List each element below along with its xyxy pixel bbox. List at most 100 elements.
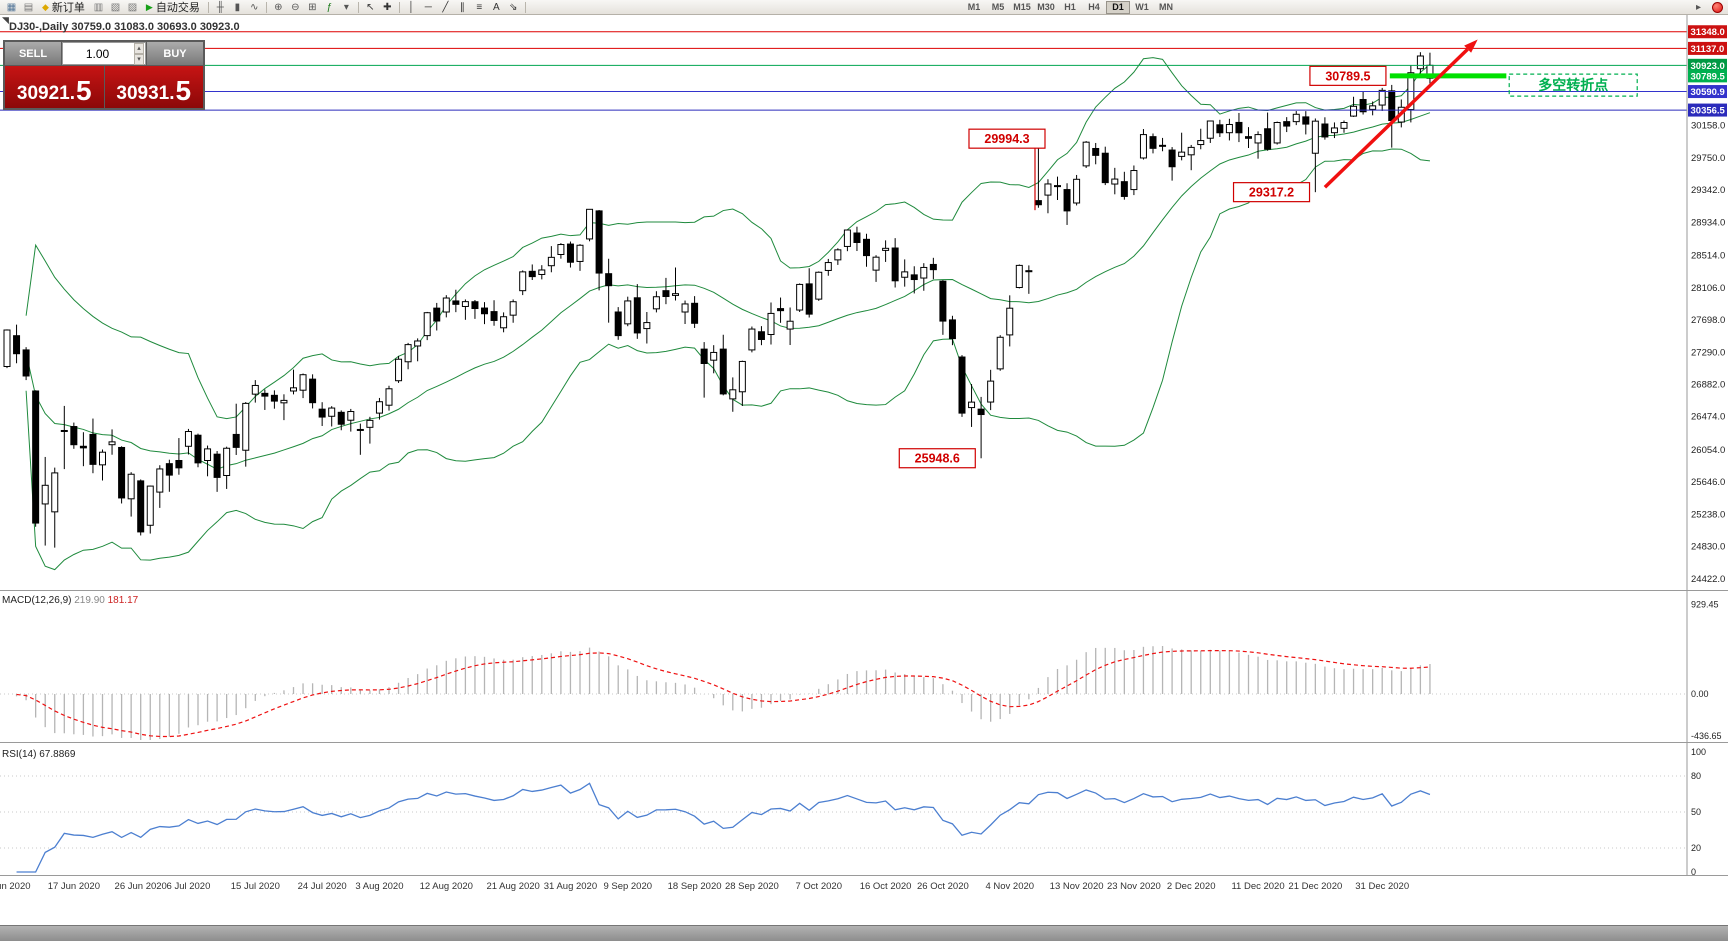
timeframe-h4-button[interactable]: H4 <box>1088 2 1100 12</box>
volume-up-icon[interactable]: ▴ <box>134 42 144 54</box>
note-annotation-text: 多空转折点 <box>1538 77 1608 93</box>
one-click-panel-toggle-icon[interactable]: ◥ <box>2 15 9 25</box>
text-label-icon[interactable]: A <box>493 1 500 13</box>
date-label: 8 Jun 2020 <box>0 881 31 892</box>
sell-price-pip: 5 <box>76 75 92 107</box>
price-axis-badge <box>1688 58 1727 72</box>
toolbar-right-items: ▸ <box>1690 1 1723 14</box>
macd-axis-label: 929.45 <box>1691 600 1719 610</box>
date-label: 12 Aug 2020 <box>420 881 473 892</box>
navigator-icon[interactable]: ▨ <box>127 1 138 13</box>
price-annotation-box[interactable] <box>898 448 976 469</box>
channel-icon[interactable]: ∥ <box>459 1 465 13</box>
arrows-tool-icon[interactable]: ⇘ <box>509 1 518 13</box>
sell-button[interactable]: SELL <box>5 42 61 65</box>
date-label: 31 Aug 2020 <box>544 881 597 892</box>
price-axis-badge <box>1688 41 1727 55</box>
trendline-icon[interactable]: ╱ <box>442 1 449 13</box>
date-label: 26 Oct 2020 <box>917 881 969 892</box>
chart-shift-icon[interactable]: ▸ <box>1695 2 1702 13</box>
bar-chart-icon[interactable]: ╫ <box>216 1 224 13</box>
candles <box>3 52 1434 548</box>
vertical-line-icon[interactable]: │ <box>408 1 415 13</box>
chart-title: DJ30-,Daily 30759.0 31083.0 30693.0 3092… <box>9 21 240 33</box>
volume-spinner: ▴ ▾ <box>134 42 144 65</box>
rsi-axis-label: 0 <box>1691 867 1696 877</box>
note-annotation-box[interactable] <box>1508 73 1638 97</box>
price-annotation-text: 29317.2 <box>1249 186 1294 200</box>
price-axis-badge <box>1688 85 1727 99</box>
price-annotation-box[interactable] <box>1232 182 1311 203</box>
date-label: 7 Oct 2020 <box>796 881 842 892</box>
price-axis-tick: 28934.0 <box>1691 217 1725 228</box>
timeframe-m1-button[interactable]: M1 <box>967 2 981 12</box>
price-annotation-text: 30789.5 <box>1325 69 1370 83</box>
timeframe-w1-button[interactable]: W1 <box>1135 2 1149 12</box>
rsi-line <box>16 782 1431 873</box>
date-label: 13 Nov 2020 <box>1050 881 1104 892</box>
taskbar[interactable] <box>0 925 1728 941</box>
buy-price-tile[interactable]: 30931. 5 <box>104 66 203 108</box>
cursor-icon[interactable]: ↖ <box>366 1 375 13</box>
date-label: 24 Jul 2020 <box>298 881 347 892</box>
price-axis-badge <box>1688 25 1727 39</box>
toolbar-separator <box>207 1 209 13</box>
volume-down-icon[interactable]: ▾ <box>134 53 144 65</box>
rsi-label: RSI(14) 67.8869 <box>2 749 76 760</box>
buy-price: 30931. <box>116 83 175 104</box>
price-axis-tick: 28514.0 <box>1691 251 1725 262</box>
connection-status-icon[interactable] <box>1712 2 1723 13</box>
date-label: 31 Dec 2020 <box>1355 881 1409 892</box>
profiles-icon[interactable]: ▤ <box>23 1 34 13</box>
date-label: 21 Dec 2020 <box>1288 881 1342 892</box>
volume-input[interactable] <box>62 42 146 65</box>
toolbar-separator <box>265 1 267 13</box>
macd-signal-line <box>16 650 1430 738</box>
price-axis-tick: 29750.0 <box>1691 153 1725 164</box>
sell-price-tile[interactable]: 30921. 5 <box>5 66 104 108</box>
auto-trading-button-label: 自动交易 <box>155 2 200 14</box>
timeframe-d1-button[interactable]: D1 <box>1106 1 1130 14</box>
trend-arrow[interactable] <box>1323 39 1478 189</box>
price-annotation-box[interactable] <box>968 128 1046 149</box>
crosshair-icon[interactable]: ✚ <box>383 1 392 13</box>
auto-trading-button[interactable]: ▶ 自动交易 <box>141 1 205 15</box>
date-label: 28 Sep 2020 <box>725 881 779 892</box>
macd-label: MACD(12,26,9) 219.90 181.17 <box>2 595 139 606</box>
date-label: 15 Jul 2020 <box>231 881 280 892</box>
horizontal-line-icon[interactable]: ─ <box>424 1 432 13</box>
zoom-out-icon[interactable]: ⊖ <box>291 1 300 13</box>
tile-windows-icon[interactable]: ⊞ <box>308 1 317 13</box>
price-axis-tick: 24830.0 <box>1691 542 1725 553</box>
market-watch-icon[interactable]: ▥ <box>93 1 104 13</box>
timeframe-h1-button[interactable]: H1 <box>1064 2 1076 12</box>
timeframe-m5-button[interactable]: M5 <box>991 2 1005 12</box>
buy-button[interactable]: BUY <box>147 42 203 65</box>
chart-background <box>0 15 1728 925</box>
price-axis-badge-text: 31137.0 <box>1691 44 1725 55</box>
price-axis-tick: 28106.0 <box>1691 283 1725 294</box>
price-axis-tick: 24422.0 <box>1691 574 1725 585</box>
fibonacci-icon[interactable]: ≡ <box>476 1 483 13</box>
timeframe-m30-button[interactable]: M30 <box>1037 2 1055 12</box>
line-chart-icon[interactable]: ∿ <box>250 1 259 13</box>
price-axis-badge-text: 31348.0 <box>1691 27 1725 38</box>
data-window-icon[interactable]: ▧ <box>110 1 121 13</box>
price-axis-badge <box>1688 69 1727 83</box>
indicators-dropdown-icon[interactable]: ▾ <box>343 1 349 13</box>
indicators-icon[interactable]: ƒ <box>326 1 333 13</box>
price-axis-tick: 27290.0 <box>1691 347 1725 358</box>
timeframe-mn-button[interactable]: MN <box>1159 2 1173 12</box>
date-label: 2 Dec 2020 <box>1167 881 1216 892</box>
candlestick-chart-icon[interactable]: ▮ <box>234 1 241 13</box>
new-order-button[interactable]: ◆ 新订单 <box>37 1 90 15</box>
price-annotation-box[interactable] <box>1309 65 1387 86</box>
price-axis: 30158.0 29750.0 29342.0 28934.0 28514.0 28106… <box>1688 25 1727 877</box>
zoom-in-icon[interactable]: ⊕ <box>274 1 283 13</box>
macd-axis-label: 0.00 <box>1691 689 1709 699</box>
new-chart-icon[interactable]: ▦ <box>6 1 17 13</box>
price-axis-badge-text: 30356.5 <box>1691 106 1726 117</box>
timeframe-m15-button[interactable]: M15 <box>1013 2 1031 12</box>
